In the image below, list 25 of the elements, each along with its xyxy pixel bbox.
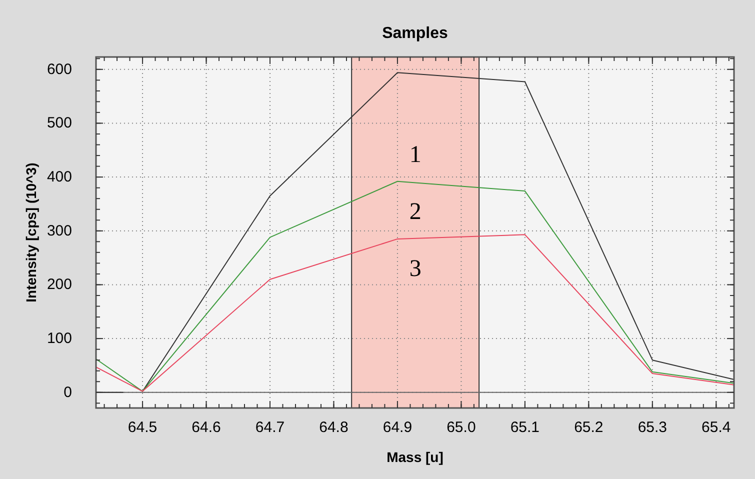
- y-tick-label: 400: [46, 168, 72, 186]
- line-series: [96, 234, 734, 392]
- annotation: 2: [409, 199, 422, 225]
- x-tick-label: 64.6: [192, 419, 221, 436]
- x-tick-label: 65.4: [702, 419, 731, 436]
- y-tick-label: 600: [46, 60, 72, 78]
- y-tick-label: 0: [64, 384, 72, 401]
- y-tick-label: 500: [46, 114, 72, 132]
- x-tick-label: 64.9: [382, 419, 412, 436]
- line-series: [96, 180, 734, 392]
- y-axis-title: Intensity [cps] (10^3): [23, 162, 39, 302]
- annotation: 1: [409, 142, 422, 168]
- x-tick-label: 65.0: [446, 419, 476, 436]
- x-tick-label: 65.2: [574, 419, 604, 436]
- x-tick-label: 65.1: [510, 419, 540, 436]
- x-tick-label: 65.3: [638, 419, 668, 436]
- y-tick-label: 200: [46, 276, 72, 294]
- annotation: 3: [409, 256, 422, 282]
- chart-title: Samples: [382, 25, 448, 42]
- x-tick-label: 64.7: [255, 419, 285, 436]
- x-axis-title: Mass [u]: [386, 449, 444, 465]
- x-tick-label: 64.8: [319, 419, 348, 436]
- y-tick-label: 300: [46, 222, 72, 240]
- x-tick-label: 64.5: [128, 419, 158, 436]
- y-tick-label: 100: [46, 330, 72, 348]
